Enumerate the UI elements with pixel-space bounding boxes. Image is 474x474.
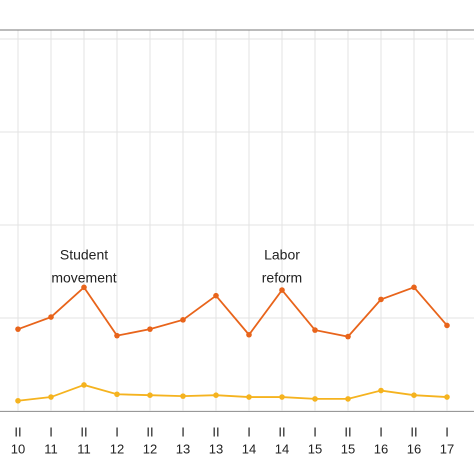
data-point: [114, 391, 120, 398]
series-line: [17, 384, 448, 402]
x-tick-label-year: 13: [209, 441, 223, 456]
data-point: [378, 387, 384, 394]
data-point: [279, 287, 285, 293]
x-tick-label-year: 13: [176, 441, 190, 456]
annotation: Student: [60, 247, 108, 263]
data-point: [48, 394, 54, 400]
x-tick-label-year: 14: [275, 441, 289, 456]
x-tick-label-half: II: [14, 424, 21, 439]
data-point: [312, 327, 318, 333]
x-tick-label-year: 11: [44, 441, 58, 456]
data-point: [411, 284, 417, 291]
data-point: [312, 396, 318, 402]
x-tick-label-year: 12: [110, 441, 124, 456]
data-point: [246, 331, 252, 338]
x-tick-label-half: II: [80, 424, 87, 439]
data-point: [48, 314, 54, 320]
data-point: [213, 392, 219, 398]
data-point: [279, 394, 285, 400]
data-point: [81, 382, 87, 388]
data-point: [147, 392, 153, 398]
x-tick-label-year: 10: [11, 441, 25, 456]
x-tick-label-half: I: [445, 424, 449, 439]
x-tick-label-half: I: [49, 424, 53, 439]
x-tick-label-half: I: [379, 424, 383, 439]
x-tick-label-year: 15: [308, 441, 322, 456]
data-point: [114, 332, 120, 339]
data-point: [411, 392, 417, 398]
data-point: [444, 322, 450, 329]
x-tick-label-year: 14: [242, 441, 256, 456]
data-point: [147, 326, 153, 332]
x-tick-label-half: I: [115, 424, 119, 439]
x-tick-label-half: I: [247, 424, 251, 439]
x-tick-label-half: II: [278, 424, 285, 439]
data-point: [15, 397, 21, 404]
data-point: [345, 396, 351, 402]
x-tick-label-half: II: [212, 424, 219, 439]
x-tick-label-year: 11: [77, 441, 91, 456]
annotation: Labor: [264, 247, 300, 263]
data-point: [213, 292, 219, 299]
data-point: [15, 326, 21, 332]
data-point: [345, 333, 351, 340]
x-tick-label-year: 17: [440, 441, 454, 456]
x-tick-label-year: 12: [143, 441, 157, 456]
data-point: [378, 296, 384, 303]
x-tick-label-year: 15: [341, 441, 355, 456]
x-tick-label-year: 16: [374, 441, 388, 456]
series-line: [17, 285, 448, 338]
x-tick-label-half: II: [344, 424, 351, 439]
data-point: [180, 317, 186, 323]
x-tick-label-half: I: [181, 424, 185, 439]
x-tick-label-year: 16: [407, 441, 421, 456]
x-tick-label-half: II: [146, 424, 153, 439]
annotation: reform: [262, 270, 302, 286]
annotation: movement: [51, 270, 116, 286]
data-point: [246, 394, 252, 400]
x-tick-label-half: I: [313, 424, 317, 439]
x-tick-label-half: II: [410, 424, 417, 439]
data-point: [81, 284, 87, 291]
data-point: [180, 393, 186, 399]
data-point: [444, 394, 450, 400]
